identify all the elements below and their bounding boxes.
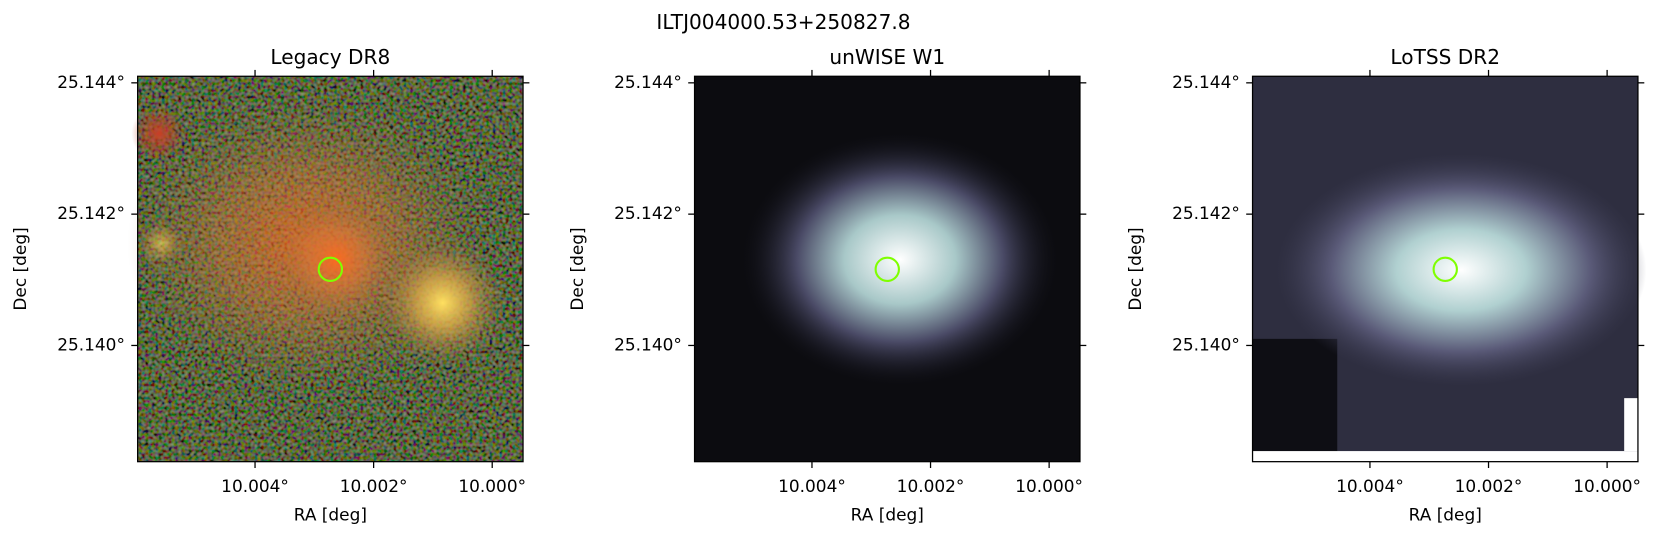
x-axis-label: RA [deg] (1409, 505, 1482, 525)
image-lotss (1252, 76, 1647, 462)
x-axis-label: RA [deg] (294, 505, 367, 525)
image-legacy (127, 76, 524, 462)
y-tick-label: 25.142° (57, 203, 125, 223)
y-tick-label: 25.140° (57, 334, 125, 354)
x-tick-label: 10.004° (221, 476, 289, 496)
x-tick-label: 10.000° (458, 476, 526, 496)
source-marker (317, 256, 344, 283)
x-tick-label: 10.004° (778, 476, 846, 496)
y-axis-label: Dec [deg] (10, 227, 30, 310)
y-tick-label: 25.144° (1172, 72, 1240, 92)
y-axis-label: Dec [deg] (567, 227, 587, 310)
y-tick-label: 25.142° (614, 203, 682, 223)
y-tick-label: 25.140° (614, 334, 682, 354)
axes-frame (1251, 75, 1639, 463)
x-axis-label: RA [deg] (851, 505, 924, 525)
source-marker (874, 256, 900, 283)
panel-title: unWISE W1 (829, 45, 945, 69)
y-tick-label: 25.144° (614, 72, 682, 92)
y-tick-label: 25.142° (1172, 203, 1240, 223)
x-tick-label: 10.004° (1336, 476, 1404, 496)
x-tick-label: 10.000° (1015, 476, 1083, 496)
source-marker (1432, 256, 1458, 283)
image-unwise (694, 76, 1080, 462)
x-tick-label: 10.002° (1455, 476, 1523, 496)
panel-title: LoTSS DR2 (1390, 45, 1500, 69)
figure-title: ILTJ004000.53+250827.8 (656, 10, 910, 34)
y-tick-label: 25.144° (57, 72, 125, 92)
axes-frame (137, 75, 524, 463)
y-axis-label: Dec [deg] (1125, 227, 1145, 310)
x-tick-label: 10.002° (340, 476, 408, 496)
panel-title: Legacy DR8 (270, 45, 390, 69)
x-tick-label: 10.000° (1573, 476, 1641, 496)
axes-frame (693, 75, 1081, 463)
y-tick-label: 25.140° (1172, 334, 1240, 354)
x-tick-label: 10.002° (897, 476, 965, 496)
